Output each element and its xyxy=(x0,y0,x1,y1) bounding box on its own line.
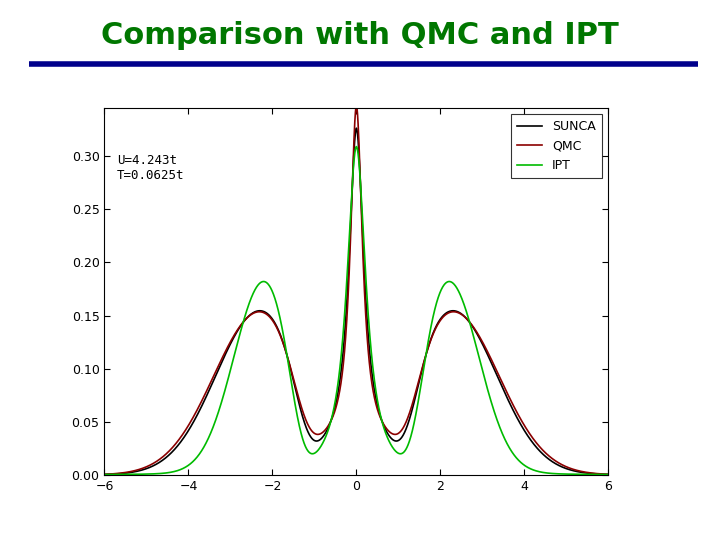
SUNCA xyxy=(384,432,393,438)
IPT xyxy=(352,144,361,150)
Legend: SUNCA, QMC, IPT: SUNCA, QMC, IPT xyxy=(511,114,602,178)
Text: Comparison with QMC and IPT: Comparison with QMC and IPT xyxy=(101,21,619,50)
QMC xyxy=(499,382,508,388)
QMC xyxy=(100,471,109,477)
Line: IPT: IPT xyxy=(104,147,608,475)
IPT xyxy=(316,444,325,450)
IPT xyxy=(499,433,508,439)
IPT xyxy=(547,470,556,477)
QMC xyxy=(356,172,364,178)
IPT xyxy=(356,174,364,181)
SUNCA xyxy=(316,436,325,443)
SUNCA xyxy=(352,125,361,131)
SUNCA xyxy=(478,341,487,347)
QMC xyxy=(547,455,556,461)
Line: SUNCA: SUNCA xyxy=(104,128,608,475)
QMC xyxy=(478,339,487,345)
IPT xyxy=(384,437,393,444)
Line: QMC: QMC xyxy=(104,105,608,474)
IPT xyxy=(604,471,613,478)
QMC xyxy=(352,102,361,109)
QMC xyxy=(384,428,393,435)
SUNCA xyxy=(604,471,613,478)
SUNCA xyxy=(356,173,364,180)
IPT xyxy=(478,367,487,374)
QMC xyxy=(316,430,325,437)
SUNCA xyxy=(100,471,109,478)
Text: U=4.243t
T=0.0625t: U=4.243t T=0.0625t xyxy=(117,154,184,182)
SUNCA xyxy=(499,386,508,393)
QMC xyxy=(604,471,613,477)
IPT xyxy=(100,471,109,478)
SUNCA xyxy=(547,458,556,464)
